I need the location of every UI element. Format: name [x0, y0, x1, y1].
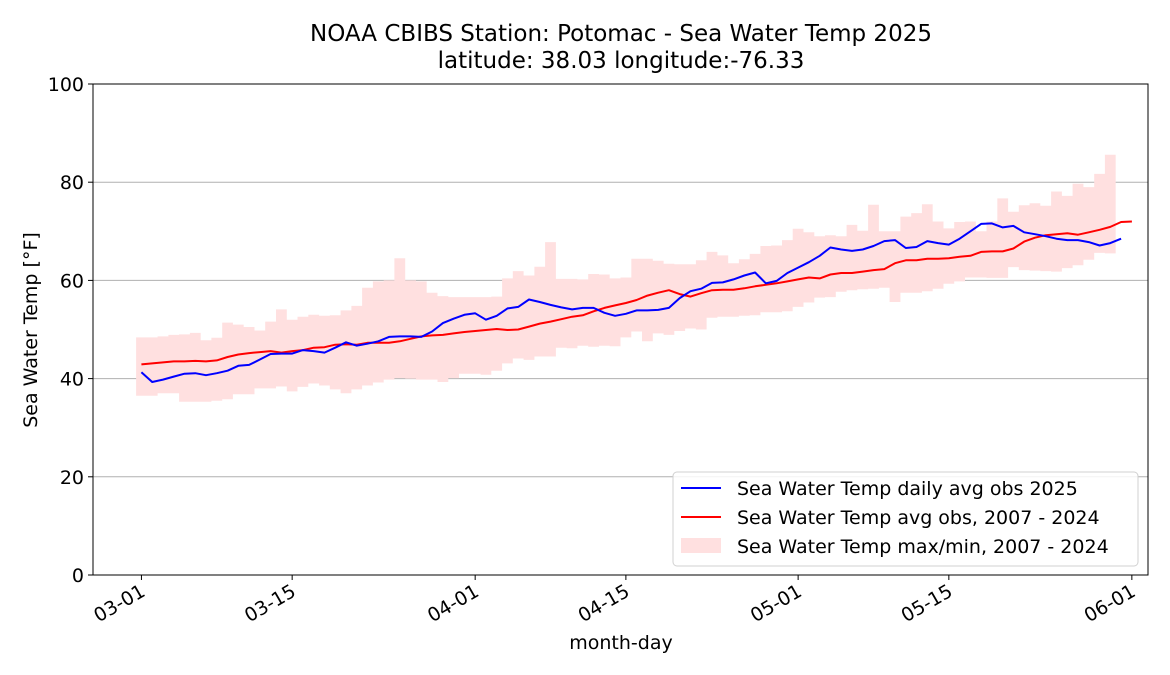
- series-line-avg: [141, 220, 1132, 366]
- y-tick-label: 60: [60, 270, 84, 292]
- x-tick-label: 06-01: [1081, 580, 1140, 627]
- y-tick-label: 0: [72, 565, 84, 587]
- series-band: [136, 154, 1116, 402]
- legend-label-avg: Sea Water Temp avg obs, 2007 - 2024: [737, 507, 1100, 529]
- x-tick-label: 04-01: [424, 580, 483, 627]
- y-tick-label: 20: [60, 467, 84, 489]
- x-tick-label: 04-15: [575, 580, 634, 627]
- y-tick-label: 100: [48, 74, 84, 96]
- x-axis-label: month-day: [569, 632, 672, 654]
- y-axis-ticks: 0 20 40 60 80 100: [48, 74, 93, 587]
- x-tick-label: 05-01: [747, 580, 806, 627]
- y-tick-label: 80: [60, 172, 84, 194]
- legend-label-maxmin: Sea Water Temp max/min, 2007 - 2024: [737, 536, 1109, 558]
- legend-label-obs-2025: Sea Water Temp daily avg obs 2025: [737, 478, 1078, 500]
- chart-title: NOAA CBIBS Station: Potomac - Sea Water …: [310, 21, 932, 47]
- band-max-min: [136, 154, 1116, 402]
- series-line-obs-2025: [140, 222, 1122, 383]
- legend-swatch-maxmin: [681, 538, 721, 553]
- x-tick-label: 03-01: [90, 580, 149, 627]
- legend-box: [672, 471, 1139, 567]
- y-tick-label: 40: [60, 369, 84, 391]
- y-axis-label: Sea Water Temp [°F]: [20, 232, 42, 428]
- chart-subtitle: latitude: 38.03 longitude:-76.33: [438, 48, 805, 74]
- plot-frame: [92, 83, 1149, 576]
- legend: Sea Water Temp daily avg obs 2025 Sea Wa…: [672, 471, 1139, 567]
- series-lines: [140, 220, 1132, 383]
- x-tick-label: 03-15: [241, 580, 300, 627]
- x-tick-label: 05-15: [898, 580, 957, 627]
- x-axis-ticks: 03-01 03-15 04-01 04-15 05-01 05-15 06-01: [90, 575, 1139, 627]
